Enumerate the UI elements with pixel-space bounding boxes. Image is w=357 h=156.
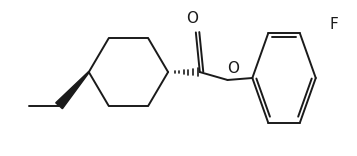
Text: O: O [227, 61, 240, 76]
Text: F: F [329, 17, 338, 32]
Polygon shape [56, 72, 89, 109]
Text: O: O [186, 11, 198, 26]
